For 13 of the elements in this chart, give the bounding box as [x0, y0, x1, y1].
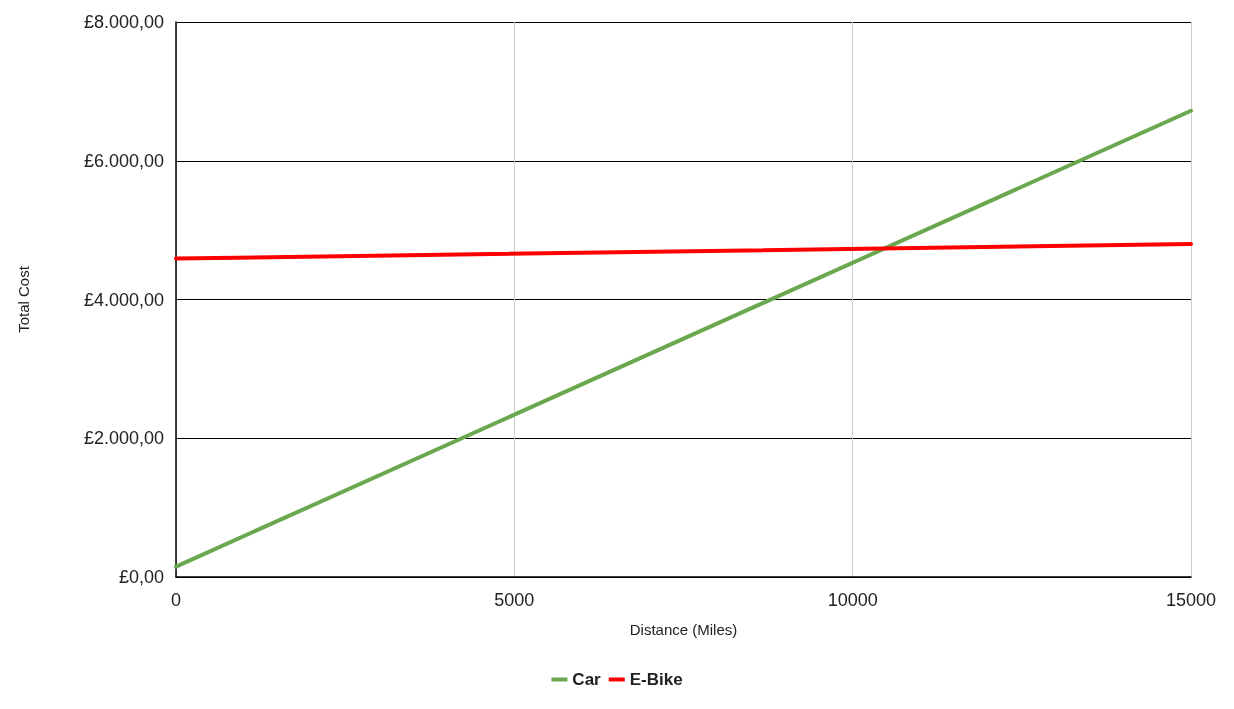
legend-label: E-Bike	[629, 670, 683, 689]
y-tick-label: £6.000,00	[83, 150, 164, 171]
legend-label: Car	[572, 670, 602, 689]
y-axis-title: Total Cost	[15, 265, 32, 333]
y-tick-label: £0,00	[118, 567, 164, 587]
x-axis-title: Distance (Miles)	[629, 621, 738, 638]
x-tick-label: 10000	[827, 590, 878, 610]
x-tick-label: 15000	[1165, 590, 1217, 610]
y-tick-label: £2.000,00	[83, 428, 164, 449]
y-tick-label: £4.000,00	[83, 289, 164, 310]
x-tick-label: 5000	[494, 590, 535, 610]
y-tick-label: £8.000,00	[83, 12, 164, 32]
x-tick-label: 0	[170, 590, 182, 610]
